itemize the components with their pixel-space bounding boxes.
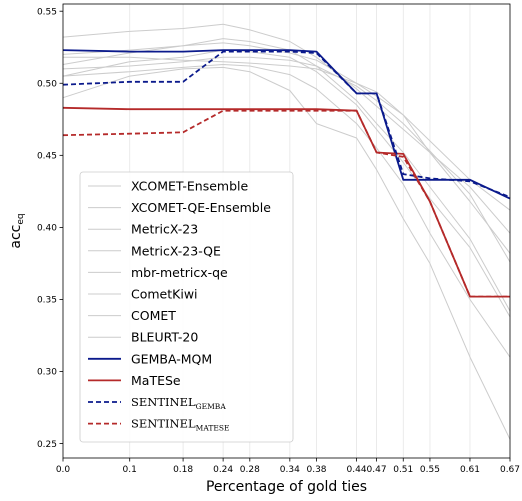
x-tick-label: 0.51 — [393, 465, 413, 475]
legend-label: CometKiwi — [131, 287, 198, 302]
legend-label: mbr-metricx-qe — [131, 265, 228, 280]
legend-label-main: SENTINEL — [131, 395, 196, 409]
series-line-sentinel-matese — [62, 109, 510, 298]
legend-label: GEMBA-MQM — [131, 351, 212, 366]
series-line-comet — [62, 64, 511, 358]
x-tick-label: 0.47 — [367, 465, 387, 475]
y-tick-label: 0.55 — [37, 7, 57, 17]
y-axis-label: acceq — [8, 213, 26, 248]
x-tick-label: 0.67 — [500, 465, 520, 475]
legend-label-subscript: GEMBA — [196, 402, 227, 411]
x-tick-label: 0.34 — [280, 465, 300, 475]
legend-label: MaTESe — [131, 373, 181, 388]
y-tick-label: 0.45 — [37, 152, 57, 162]
legend-label: MetricX-23-QE — [131, 243, 221, 258]
y-axis-label-main: acc — [8, 225, 24, 249]
legend-label: COMET — [131, 308, 176, 323]
x-tick-label: 0.18 — [173, 465, 193, 475]
series-lines — [62, 23, 511, 440]
y-tick-label: 0.50 — [37, 79, 57, 89]
x-tick-label: 0.61 — [460, 465, 480, 475]
x-tick-label: 0.38 — [306, 465, 326, 475]
y-tick-label: 0.40 — [37, 224, 57, 234]
legend-label: XCOMET-QE-Ensemble — [131, 200, 271, 215]
legend-label: SENTINELMATESE — [131, 417, 229, 433]
x-tick-label: 0.0 — [56, 465, 71, 475]
legend-label: BLEURT-20 — [131, 330, 198, 345]
legend-box — [79, 171, 294, 443]
x-tick-label: 0.1 — [123, 465, 137, 475]
axis-ticks: 0.0 0.1 0.18 0.24 0.28 0.34 0.38 0.44 0.47 0.51 0.… — [37, 7, 520, 475]
y-tick-label: 0.25 — [37, 440, 57, 450]
y-tick-label: 0.30 — [37, 368, 57, 378]
series-line-cometkiwi — [62, 56, 511, 263]
series-line-metricx-23-qe — [62, 42, 511, 211]
x-tick-label: 0.24 — [213, 465, 233, 475]
legend-label: MetricX-23 — [131, 222, 198, 237]
legend-label: SENTINELGEMBA — [131, 395, 226, 411]
x-tick-label: 0.44 — [347, 465, 367, 475]
plot-frame — [62, 3, 511, 459]
y-axis-label-subscript: eq — [16, 213, 26, 224]
x-axis-label: Percentage of gold ties — [206, 479, 367, 495]
legend-label-main: SENTINEL — [131, 417, 196, 431]
series-line-sentinel-gemba — [62, 50, 511, 198]
series-line-mbr-metricx-qe — [63, 56, 511, 254]
legend: XCOMET-Ensemble XCOMET-QE-Ensemble MetricX… — [79, 171, 294, 443]
y-tick-label: 0.35 — [37, 296, 57, 306]
x-tick-label: 0.55 — [420, 465, 440, 475]
series-line-bleurt-20 — [62, 66, 511, 440]
series-line-gemba-mqm — [62, 49, 511, 200]
x-tick-label: 0.28 — [240, 465, 260, 475]
legend-label: XCOMET-Ensemble — [131, 179, 249, 194]
legend-label-subscript: MATESE — [196, 424, 230, 433]
series-line-xcomet-qe-ensemble — [62, 49, 511, 318]
